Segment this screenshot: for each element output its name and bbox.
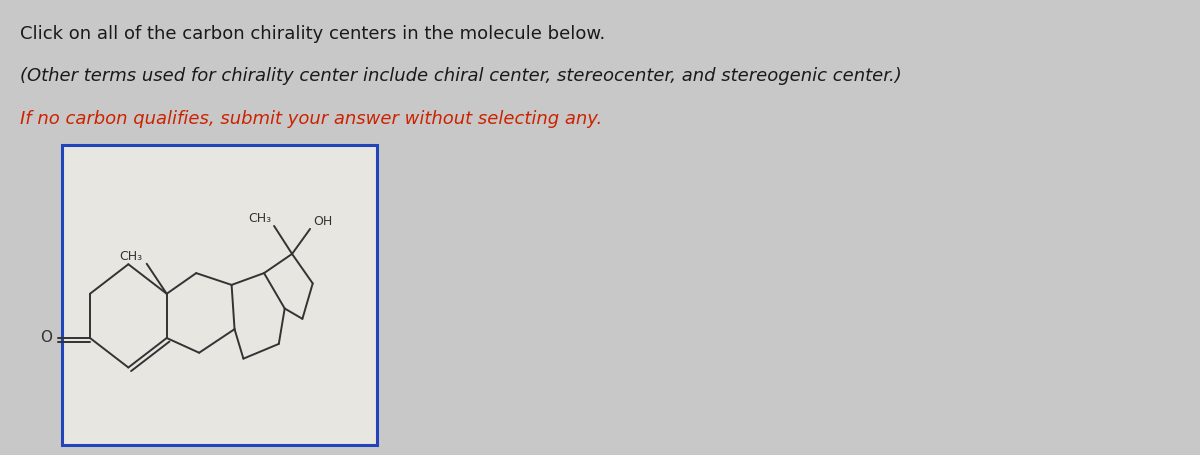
Text: O: O: [40, 330, 52, 345]
FancyBboxPatch shape: [62, 145, 377, 445]
Text: (Other terms used for chirality center include chiral center, stereocenter, and : (Other terms used for chirality center i…: [20, 67, 901, 85]
Text: CH₃: CH₃: [120, 250, 143, 263]
Text: OH: OH: [313, 215, 332, 228]
Text: CH₃: CH₃: [248, 212, 271, 225]
Text: If no carbon qualifies, submit your answer without selecting any.: If no carbon qualifies, submit your answ…: [20, 110, 602, 128]
Text: Click on all of the carbon chirality centers in the molecule below.: Click on all of the carbon chirality cen…: [20, 25, 605, 43]
